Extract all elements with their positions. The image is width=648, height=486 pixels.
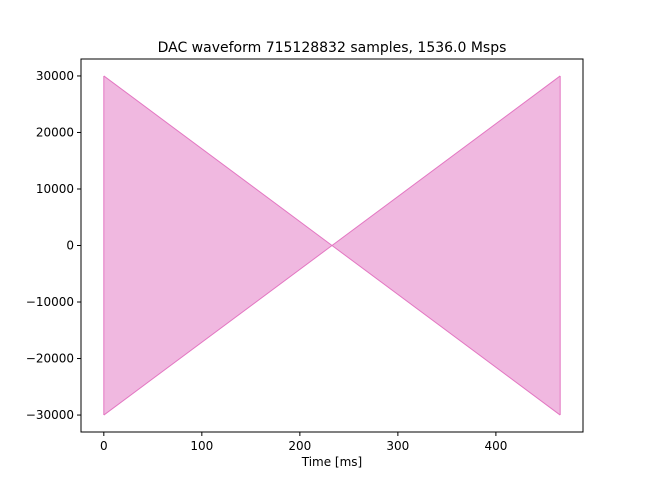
x-tick-label: 200: [288, 439, 311, 453]
y-tick-label: 20000: [36, 125, 74, 139]
x-tick-label: 100: [190, 439, 213, 453]
x-tick-label: 0: [100, 439, 108, 453]
y-tick-label: −10000: [26, 295, 74, 309]
y-tick-label: 0: [66, 239, 74, 253]
plot-area: [103, 75, 561, 416]
y-tick-label: 30000: [36, 69, 74, 83]
x-tick-label: 300: [386, 439, 409, 453]
x-tick-label: 400: [484, 439, 507, 453]
x-axis-label: Time [ms]: [301, 455, 363, 469]
y-tick-label: −30000: [26, 408, 74, 422]
y-tick-label: 10000: [36, 182, 74, 196]
axes: 0 100 200 300 400 30000 20000 10000 0 −10000 −2000…: [26, 58, 584, 453]
chart-title: DAC waveform 715128832 samples, 1536.0 M…: [158, 40, 507, 56]
y-tick-label: −20000: [26, 352, 74, 366]
waveform-lower-line: [103, 244, 561, 416]
